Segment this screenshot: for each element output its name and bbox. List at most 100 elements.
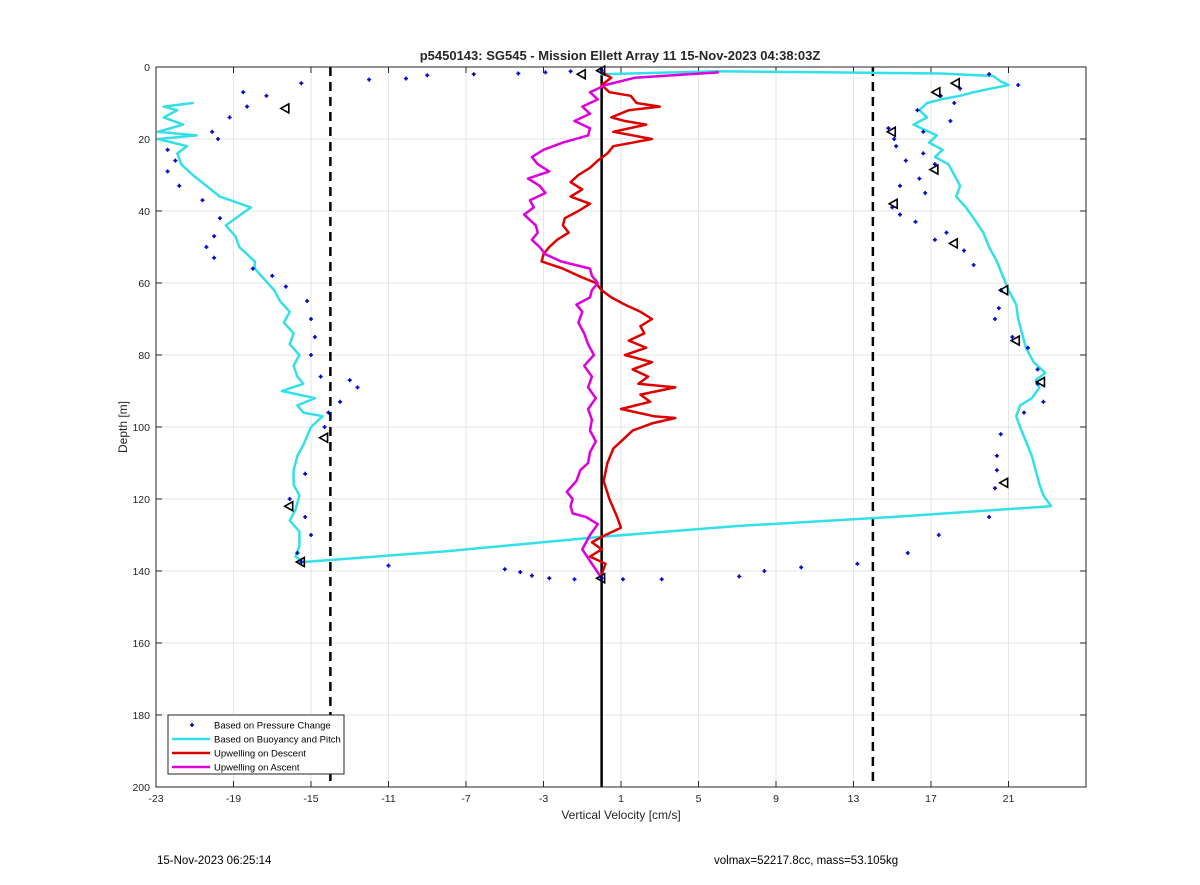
pressure-point: [264, 93, 269, 98]
pressure-point: [892, 137, 897, 141]
x-tick-label: -3: [539, 793, 548, 805]
x-tick-label: -15: [303, 793, 318, 805]
x-tick-label: 9: [773, 793, 779, 805]
pressure-point: [620, 577, 625, 582]
pressure-point: [932, 237, 937, 242]
triangle-markers: [279, 64, 1046, 585]
y-tick-label: 80: [138, 350, 150, 362]
pressure-point: [403, 76, 408, 81]
series-line-based-on-buoyancy-and-pitch: [156, 70, 1053, 564]
triangle-marker: [887, 197, 898, 210]
pressure-point: [599, 68, 604, 73]
triangle-marker: [928, 163, 939, 176]
pressure-point: [1016, 83, 1021, 87]
pressure-point: [367, 77, 372, 82]
y-tick-label: 140: [132, 566, 150, 578]
x-tick-label: 17: [925, 793, 937, 805]
triangle-marker: [885, 125, 897, 138]
pressure-point: [1022, 410, 1026, 415]
triangle-marker: [997, 284, 1009, 297]
pressure-point: [572, 577, 577, 582]
pressure-point: [952, 101, 957, 105]
pressure-point: [309, 533, 313, 537]
pressure-point: [227, 115, 232, 120]
triangle-marker: [1009, 334, 1021, 347]
pressure-point: [659, 577, 664, 582]
pressure-point: [312, 335, 317, 339]
pressure-point: [250, 266, 255, 271]
legend-swatch-point: [190, 723, 194, 727]
triangle-marker: [947, 237, 959, 250]
legend-entry-label: Upwelling on Descent: [214, 749, 306, 760]
y-tick-label: 20: [138, 134, 150, 146]
data-series: [156, 68, 1053, 582]
triangle-marker: [317, 431, 329, 444]
pressure-point: [303, 515, 308, 519]
pressure-point: [516, 71, 521, 76]
pressure-point: [318, 374, 323, 379]
footer-volmax-mass: volmax=52217.8cc, mass=53.105kg: [714, 855, 898, 867]
pressure-point: [568, 69, 573, 74]
y-tick-label: 180: [132, 710, 150, 722]
x-axis-label: Vertical Velocity [cm/s]: [561, 808, 680, 822]
pressure-point: [921, 151, 926, 156]
pressure-point: [1035, 367, 1040, 372]
pressure-point: [165, 147, 170, 152]
pressure-point: [948, 119, 953, 123]
pressure-point: [245, 104, 250, 109]
pressure-point: [992, 317, 997, 321]
pressure-point: [283, 284, 288, 289]
pressure-point: [309, 317, 313, 321]
pressure-point: [543, 70, 548, 75]
pressure-point: [958, 86, 963, 91]
pressure-point: [347, 378, 352, 383]
legend-box: [167, 714, 345, 775]
pressure-point: [944, 230, 949, 235]
pressure-point: [992, 486, 997, 491]
pressure-point: [217, 216, 222, 221]
x-tick-label: 13: [848, 793, 860, 805]
y-axis-ticks: 0 20 40 60 80 100 120 140 160 180 200: [132, 62, 1086, 794]
y-tick-label: 40: [138, 206, 150, 218]
pressure-point: [518, 570, 523, 575]
pressure-point: [799, 565, 804, 570]
pressure-point: [173, 158, 178, 163]
pressure-point: [529, 573, 534, 578]
pressure-point: [855, 561, 860, 566]
pressure-point: [971, 263, 976, 267]
pressure-point: [996, 306, 1001, 311]
pressure-point: [322, 425, 327, 429]
pressure-point: [355, 385, 360, 390]
y-tick-label: 120: [132, 494, 150, 506]
y-axis-label: Depth [m]: [116, 401, 130, 453]
pressure-point: [913, 219, 918, 224]
triangle-marker: [1034, 376, 1046, 388]
pressure-point: [386, 563, 391, 568]
pressure-point: [471, 72, 476, 77]
triangle-marker: [949, 77, 960, 90]
x-tick-label: -23: [148, 793, 163, 805]
pressure-point: [898, 183, 902, 188]
triangle-marker: [997, 476, 1009, 489]
chart-title: p5450143: SG545 - Mission Ellett Array 1…: [420, 48, 821, 63]
triangle-marker: [594, 64, 606, 77]
pressure-point: [1041, 399, 1046, 404]
pressure-point: [287, 497, 292, 501]
pressure-point: [886, 126, 891, 131]
pressure-point: [923, 191, 928, 195]
series-line-upwelling-on-descent: [540, 71, 677, 576]
x-tick-label: -11: [381, 793, 396, 805]
reference-lines: [329, 67, 875, 787]
pressure-point: [309, 353, 313, 357]
pressure-point: [932, 162, 937, 167]
x-tick-label: 1: [618, 793, 624, 805]
pressure-point: [1025, 345, 1030, 350]
pressure-point: [241, 90, 246, 95]
legend-entry-label: Upwelling on Ascent: [214, 763, 300, 774]
triangle-marker: [294, 556, 306, 568]
legend: Based on Pressure Change Based on Buoyanc…: [167, 714, 345, 775]
pressure-point: [961, 248, 966, 253]
y-tick-label: 200: [132, 782, 150, 794]
pressure-point: [998, 432, 1003, 437]
